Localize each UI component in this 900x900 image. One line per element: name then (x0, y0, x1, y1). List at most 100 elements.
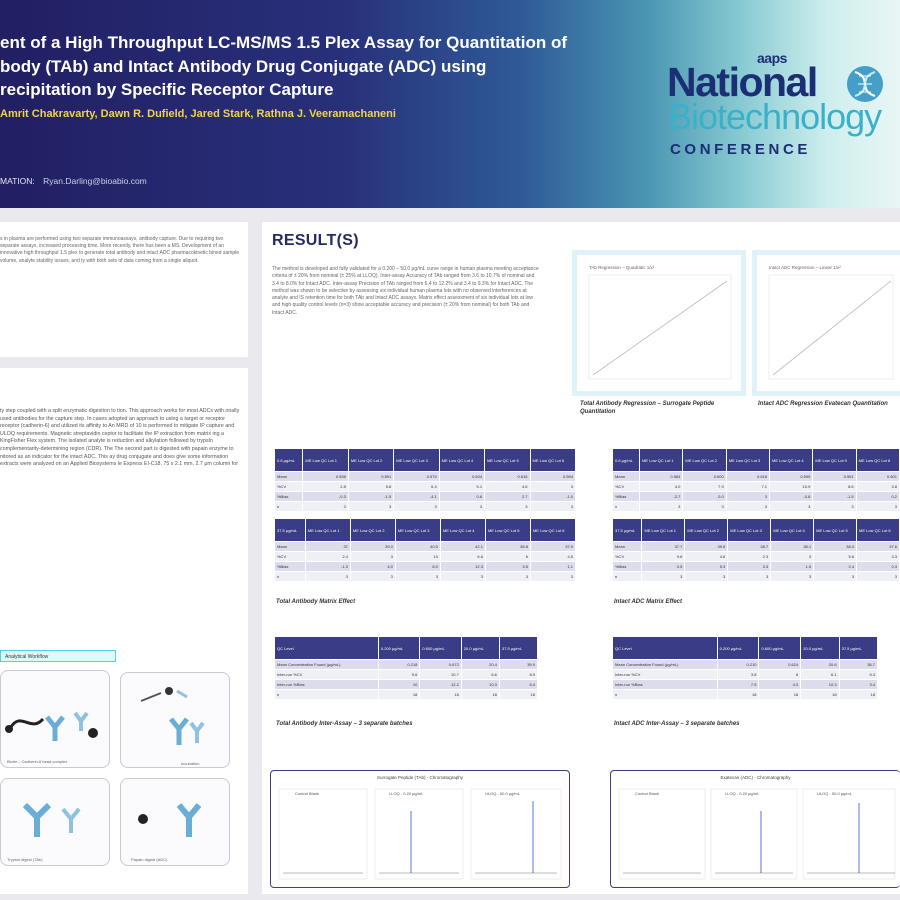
table-header-cell: 0.6 μg/mL (273, 448, 304, 472)
workflow-caption-4: Papain digest (ADC) (131, 857, 168, 862)
table-cell: 37 (304, 541, 351, 552)
table-cell: 0.595 (769, 471, 814, 482)
table-header-cell: 0.200 μg/mL (377, 636, 421, 660)
contact-label: MATION: (0, 176, 35, 186)
table-cell: -1.3 (304, 561, 351, 572)
chromatogram-panel-uloq: ULOQ - 50.0 μg/mL (802, 788, 896, 880)
table-cell: 0.601 (855, 471, 900, 482)
table-cell: 4.6 (484, 481, 531, 492)
table-cell: 37.6 (856, 541, 900, 552)
table-row: %CV 2.8 5.8 6.4 5.1 4.6 3 (273, 481, 577, 492)
table-cell: -4.1 (393, 491, 440, 502)
table-row: Mean 37.7 39.5 38.7 38.1 38.4 37.6 (611, 541, 900, 552)
table-header-row: QC Level 0.200 μg/mL 0.600 μg/mL 20.0 μg/mL… (612, 636, 879, 660)
tab-chromatogram-title: Surrogate Peptide (TAb) - Chromatography (377, 775, 463, 780)
table-cell: 0.618 (725, 471, 771, 482)
introduction-text: s in plasma are performed using two sepa… (0, 236, 240, 264)
table-cell: 6.1 (800, 669, 840, 680)
table-cell: 1.5 (770, 561, 815, 572)
table-cell: 7.9 (682, 481, 727, 492)
adc-inter-assay-table: QC Level 0.200 μg/mL 0.600 μg/mL 20.0 μg/mL… (612, 636, 879, 700)
table-cell: 18 (800, 689, 840, 700)
table-cell: Inter-run %CV (612, 669, 718, 680)
table-cell: 3 (641, 571, 686, 582)
panel-label-uloq: ULOQ - 50.0 μg/mL (817, 791, 853, 796)
workflow-step-incubation: Incubation (120, 672, 230, 768)
table-cell: 3 (813, 571, 858, 582)
adc-matrix-high-table: 37.5 μg/mL ME Low QC Lot 1 ME Low QC Lot 2… (611, 518, 900, 582)
table-cell: 0.2 (855, 491, 900, 502)
incubation-icon (140, 687, 205, 745)
table-header-row: 37.5 μg/mL ME Low QC Lot 1 ME Low QC Lot 2… (274, 518, 577, 542)
table-cell: 8.9 (498, 669, 539, 680)
table-cell: 8.0 (394, 561, 441, 572)
table-cell: 5.6 (813, 551, 858, 562)
table-cell: 3 (856, 571, 900, 582)
table-cell: 2.4 (304, 551, 351, 562)
regression-line (592, 280, 728, 376)
table-cell: %Bias (611, 491, 641, 502)
table-row: Mean 0.598 0.591 0.575 0.604 0.616 0.594 (273, 471, 577, 482)
table-cell: 12.3 (439, 561, 486, 572)
table-cell: 37.9 (529, 541, 577, 552)
plot-area (588, 274, 732, 380)
table-cell: 2.7 (484, 491, 531, 502)
table-cell: 9.6 (377, 669, 421, 680)
table-cell: 5.1 (438, 481, 486, 492)
table-row: Mean Concentration Found (μg/mL) 0.218 0.6… (274, 659, 539, 670)
tab-chromatogram-box: Surrogate Peptide (TAb) - Chromatography… (270, 770, 570, 888)
table-cell: 39.5 (684, 541, 729, 552)
table-header-cell: ME Low QC Lot 5 (813, 518, 858, 542)
table-row: %Bias -0.3 -1.5 -4.1 0.6 2.7 -1.0 (273, 491, 577, 502)
table-cell: -1.5 (812, 491, 857, 502)
table-cell: 5.3 (684, 561, 729, 572)
workflow-caption-2: Incubation (181, 761, 200, 766)
table-cell: n (611, 501, 641, 512)
table-header-cell: ME Low QC Lot 3 (725, 448, 771, 472)
table-cell: 6 (484, 551, 531, 562)
table-cell: 0.598 (302, 471, 349, 482)
table-cell: 3 (529, 571, 577, 582)
table-cell: 3.4 (838, 679, 879, 690)
workflow-caption-3: Trypsin digest (TAb) (7, 857, 43, 862)
table-cell: 8.6 (812, 481, 857, 492)
table-header-cell: ME Low QC Lot 3 (393, 448, 440, 472)
table-cell: 3.3 (727, 561, 772, 572)
table-cell: 20.4 (460, 659, 500, 670)
table-header-cell: ME Low QC Lot 3 (394, 518, 441, 542)
table-cell: 3 (769, 501, 814, 512)
table-cell: %CV (274, 551, 306, 562)
poster-title-line-3: recipitation by Specific Receptor Captur… (0, 80, 334, 99)
table-cell: n (274, 689, 379, 700)
table-cell: 3 (639, 501, 684, 512)
authors: Amrit Chakravarty, Dawn R. Dufield, Jare… (0, 108, 396, 120)
contact-info: MATION: Ryan.Darling@bioabio.com (0, 176, 147, 186)
adc-chromatogram-title: Exatecan (ADC) - Chromatography (720, 775, 791, 780)
table-cell: 3 (349, 551, 396, 562)
table-cell: 0.604 (438, 471, 486, 482)
table-header-cell: ME Low QC Lot 5 (484, 448, 531, 472)
table-row: %CV 2.4 3 10 6.6 6 4.5 (274, 551, 577, 562)
table-cell: 0.210 (716, 659, 760, 670)
table-header-cell: 0.200 μg/mL (716, 636, 760, 660)
table-cell: 39.0 (349, 541, 396, 552)
table-header-cell: 37.5 μg/mL (838, 636, 879, 660)
trypsin-digest-icon (22, 802, 81, 837)
table-cell: 3 (302, 501, 349, 512)
chromatogram-panel-lloq: LLOQ - 0.20 μg/mL (710, 788, 798, 880)
methods-text: ty step coupled with a split enzymatic d… (0, 408, 240, 468)
table-header-cell: 0.6 μg/mL (611, 448, 641, 472)
table-cell: 10.7 (419, 669, 462, 680)
table-cell: 0.594 (529, 471, 577, 482)
table-cell: 8 (758, 669, 802, 680)
results-heading: RESULT(S) (272, 232, 359, 249)
adc-matrix-caption: Intact ADC Matrix Effect (614, 599, 683, 605)
table-cell: Mean (611, 471, 641, 482)
table-cell: n (274, 571, 306, 582)
table-row: %CV 9.6 4.6 2.3 3 5.6 3.3 (611, 551, 900, 562)
adc-regression-plot (768, 274, 894, 380)
table-cell: 18 (419, 689, 462, 700)
table-row: Mean 0.584 0.600 0.618 0.595 0.591 0.601 (611, 471, 900, 482)
table-row: n 18 18 18 18 (612, 689, 879, 700)
chromatogram-panel-lloq: LLOQ - 0.20 μg/mL (374, 788, 464, 880)
